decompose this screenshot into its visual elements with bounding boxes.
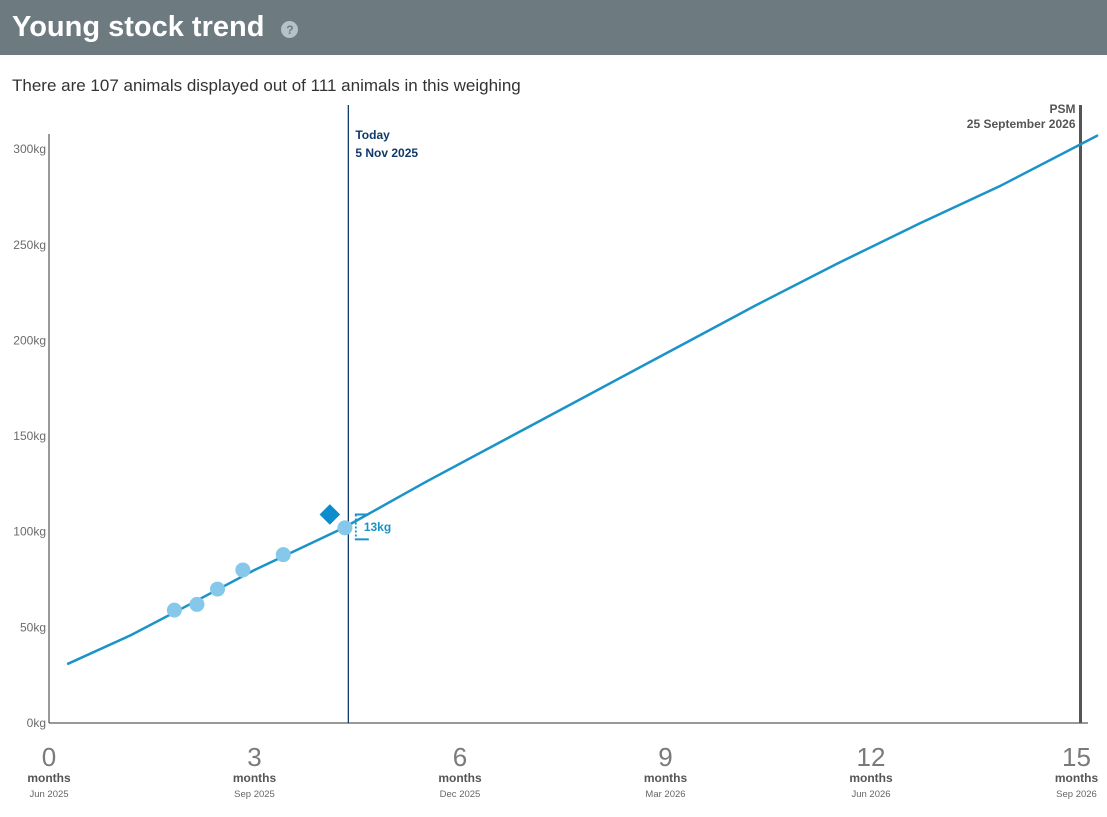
x-tick-unit: months — [233, 771, 277, 785]
x-tick-number: 0 — [42, 742, 56, 772]
psm-label: PSM — [1049, 102, 1075, 116]
y-tick-label: 200kg — [13, 333, 46, 347]
x-tick-unit: months — [1055, 771, 1099, 785]
x-tick-date: Jun 2025 — [29, 789, 68, 800]
y-tick-label: 50kg — [20, 620, 46, 634]
weighing-point[interactable] — [235, 562, 251, 578]
weighing-point[interactable] — [275, 547, 291, 563]
x-tick-number: 6 — [453, 742, 467, 772]
help-icon[interactable]: ? — [281, 21, 299, 38]
weighing-point[interactable] — [166, 602, 182, 618]
x-tick-number: 3 — [247, 742, 261, 772]
x-tick-unit: months — [644, 771, 688, 785]
weighing-point[interactable] — [189, 596, 205, 612]
weighing-point[interactable] — [337, 520, 353, 536]
x-tick-date: Sep 2025 — [234, 789, 275, 800]
x-tick-date: Jun 2026 — [851, 789, 890, 800]
y-tick-label: 250kg — [13, 238, 46, 252]
animal-count-summary: There are 107 animals displayed out of 1… — [12, 76, 521, 95]
x-tick-date: Sep 2026 — [1056, 789, 1097, 800]
y-tick-label: 100kg — [13, 525, 46, 539]
x-tick-date: Dec 2025 — [440, 789, 481, 800]
page-title: Young stock trend — [12, 11, 265, 43]
x-tick-number: 15 — [1062, 742, 1091, 772]
x-tick-number: 9 — [658, 742, 672, 772]
y-tick-label: 300kg — [13, 142, 46, 156]
x-tick-unit: months — [849, 771, 893, 785]
x-tick-number: 12 — [857, 742, 886, 772]
x-tick-unit: months — [438, 771, 482, 785]
average-weight-diamond[interactable] — [318, 502, 342, 527]
header-bar: Young stock trend ? — [0, 0, 1107, 55]
difference-label: 13kg — [364, 520, 391, 534]
y-tick-label: 0kg — [27, 716, 46, 730]
x-tick-unit: months — [27, 771, 71, 785]
psm-date: 25 September 2026 — [967, 117, 1076, 131]
weighing-point[interactable] — [210, 581, 226, 597]
today-label: Today — [355, 128, 390, 142]
today-date: 5 Nov 2025 — [355, 146, 418, 160]
y-tick-label: 150kg — [13, 429, 46, 443]
x-tick-date: Mar 2026 — [645, 789, 685, 800]
